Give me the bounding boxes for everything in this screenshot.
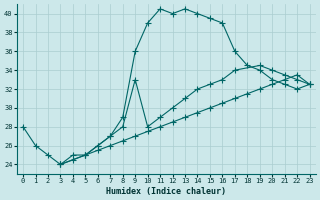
X-axis label: Humidex (Indice chaleur): Humidex (Indice chaleur): [106, 187, 226, 196]
